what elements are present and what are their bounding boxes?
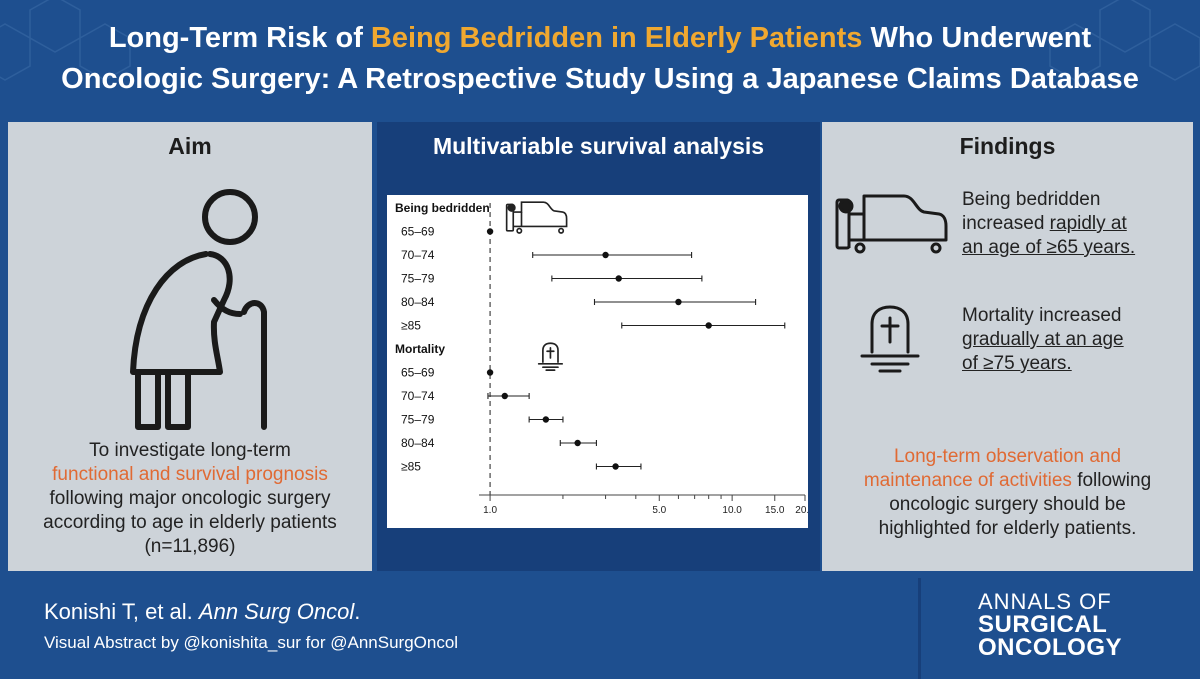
hazard-ratio-point	[602, 251, 609, 259]
forest-plot-svg: 1.0 5.0 10.0 15.0 20.0 Being bedridden 65–69 70…	[395, 201, 815, 516]
hazard-ratio-point	[486, 228, 494, 235]
footer-divider	[918, 578, 921, 679]
row-label: ≥85	[401, 319, 421, 333]
analysis-heading: Multivariable survival analysis	[432, 133, 765, 159]
tombstone-icon	[860, 305, 920, 373]
tombstone-icon	[537, 342, 564, 371]
footer: Konishi T, et al. Ann Surg Oncol. Visual…	[0, 578, 1200, 679]
forest-plot: 1.0 5.0 10.0 15.0 20.0 Being bedridden 65–69 70…	[387, 195, 815, 528]
x-tick-label: 5.0	[652, 505, 666, 516]
findings-panel: Findings Being bedridden increased rapid…	[822, 122, 1193, 571]
hazard-ratio-point	[615, 275, 622, 282]
citation: Konishi T, et al. Ann Surg Oncol.	[44, 599, 361, 624]
journal-logo: ANNALS OF SURGICAL ONCOLOGY	[978, 589, 1123, 661]
x-tick-label: 15.0	[765, 505, 785, 516]
row-label: 75–79	[401, 413, 435, 427]
hazard-ratio-point	[501, 392, 508, 400]
group-label: Being bedridden	[395, 201, 490, 215]
x-tick-label: 1.0	[483, 505, 497, 516]
row-label: 70–74	[401, 389, 435, 403]
finding-bedridden: Being bedridden increased rapidly at an …	[962, 189, 1136, 258]
aim-panel: Aim To investigate long-term functional …	[8, 122, 372, 571]
bed-icon	[505, 201, 568, 234]
finding-mortality: Mortality increased gradually at an age …	[962, 305, 1124, 374]
x-tick-label: 20.0	[795, 505, 808, 516]
hazard-ratio-point	[486, 369, 494, 376]
aim-text: To investigate long-term functional and …	[43, 440, 337, 557]
group-label: Mortality	[395, 342, 445, 356]
row-label: 65–69	[401, 225, 435, 239]
row-label: 75–79	[401, 272, 435, 286]
row-label: ≥85	[401, 460, 421, 474]
hazard-ratio-point	[705, 322, 712, 329]
conclusion-text: Long-term observation and maintenance of…	[863, 446, 1152, 539]
hazard-ratio-point	[542, 416, 550, 423]
row-label: 65–69	[401, 366, 435, 380]
page-title: Long-Term Risk of Being Bedridden in Eld…	[61, 22, 1139, 95]
credit-line: Visual Abstract by @konishita_sur for @A…	[44, 633, 459, 652]
x-tick-label: 10.0	[722, 505, 742, 516]
row-label: 70–74	[401, 248, 435, 262]
hazard-ratio-point	[574, 439, 581, 447]
row-label: 80–84	[401, 436, 435, 450]
hazard-ratio-point	[612, 463, 619, 470]
findings-heading: Findings	[959, 133, 1056, 159]
row-label: 80–84	[401, 295, 435, 309]
analysis-panel: Multivariable survival analysis 1.0 5.0 10…	[377, 122, 820, 571]
aim-heading: Aim	[168, 133, 212, 159]
elderly-person-with-cane-icon	[130, 189, 267, 430]
hazard-ratio-point	[675, 298, 682, 306]
bed-icon	[835, 194, 948, 254]
